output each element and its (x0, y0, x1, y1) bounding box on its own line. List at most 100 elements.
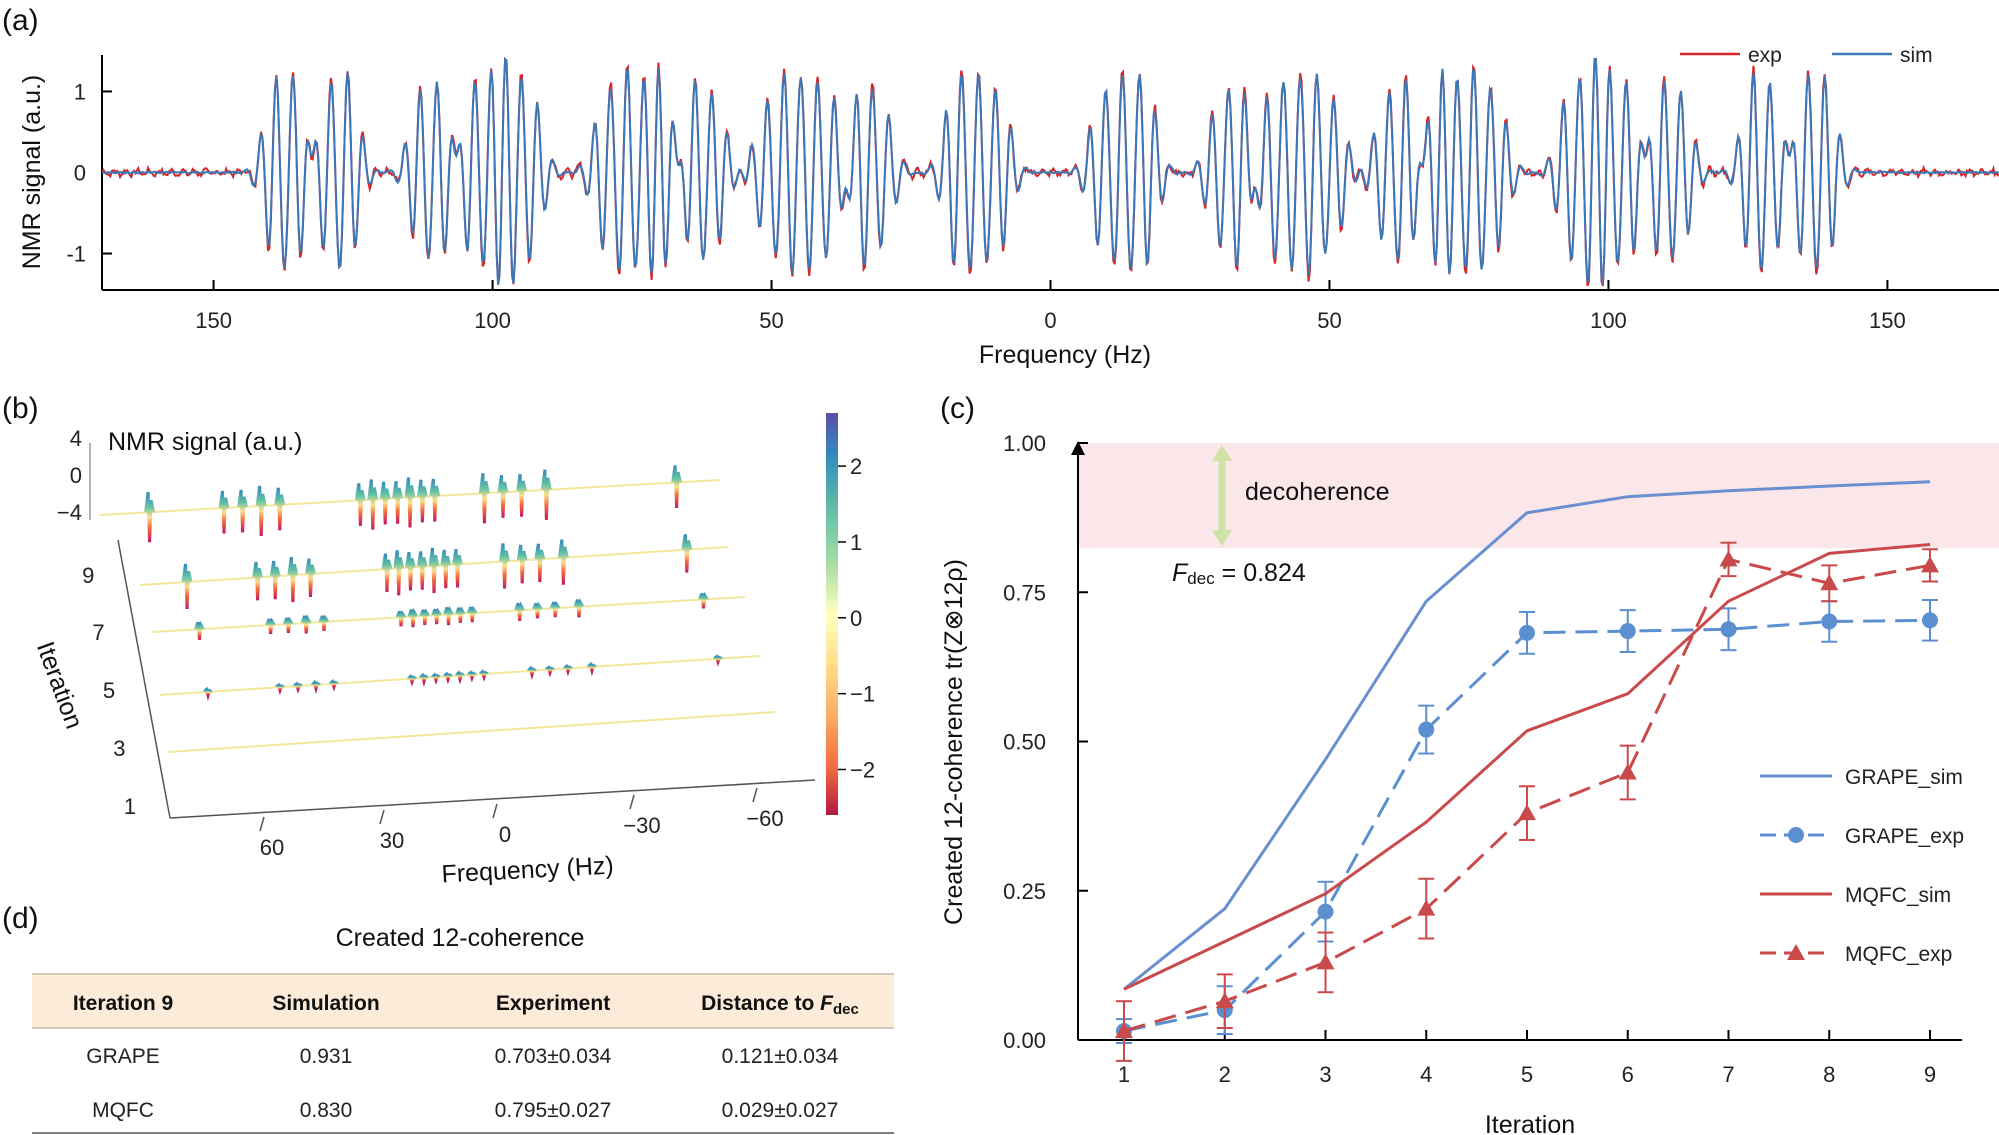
waterfall-peak (454, 670, 465, 685)
series-line (1123, 480, 1931, 991)
x-tick-label: 100 (474, 308, 511, 333)
panel-c-y-arrowhead (1071, 441, 1085, 455)
legend-label: MQFC_exp (1845, 943, 1952, 966)
y-tick-label: -1 (66, 242, 86, 267)
waterfall-peak (440, 549, 452, 589)
waterfall-peak (479, 669, 489, 682)
panel-c-legend: GRAPE_sim GRAPE_exp MQFC_sim MQFC_exp (1760, 766, 1964, 966)
waterfall-peak (540, 469, 552, 520)
waterfall-peak (194, 620, 205, 640)
frequency-tick-label: 0 (499, 822, 511, 847)
x-tick-label: 8 (1823, 1062, 1835, 1087)
panel-a-traces (101, 56, 1999, 287)
decoherence-label: decoherence (1245, 478, 1390, 506)
data-point (1820, 574, 1839, 591)
data-point (1618, 763, 1637, 780)
threshold-label: Fdec = 0.824 (1172, 559, 1306, 588)
panel-b-traces (99, 465, 776, 753)
frequency-tick (629, 794, 635, 810)
x-tick-label: 2 (1219, 1062, 1231, 1087)
x-tick-label: 5 (1521, 1062, 1533, 1087)
iteration-tick-label: 5 (103, 678, 115, 703)
panel-c-x-ticks: 1 2 3 4 5 6 7 8 9 (1118, 1030, 1936, 1087)
frequency-tick-label: 60 (260, 835, 284, 860)
data-point (1317, 903, 1334, 920)
waterfall-peak (586, 661, 597, 677)
frequency-tick (379, 809, 385, 825)
waterfall-peak (379, 481, 391, 525)
waterfall-peak (516, 544, 528, 584)
panel-c-y-ticks: 0.00 0.25 0.50 0.75 1.00 (1003, 431, 1088, 1053)
waterfall-peak (478, 473, 490, 524)
waterfall-peak (549, 600, 561, 618)
panel-a-y-label: NMR signal (a.u.) (18, 75, 46, 270)
waterfall-peak (395, 609, 407, 627)
waterfall-peak (698, 591, 709, 609)
frequency-tick-label: −60 (746, 806, 783, 831)
y-tick-label: 1.00 (1003, 431, 1046, 456)
waterfall-peak (181, 563, 193, 610)
iteration-tick-label: 3 (113, 736, 125, 761)
panel-a: (a) 1 0 -1 150 100 50 0 50 100 150 Frequency (Hz… (2, 4, 1999, 369)
waterfall-peak (454, 606, 466, 623)
panel-c-series (1115, 480, 1939, 1062)
panel-c-label: (c) (940, 392, 975, 425)
table-header-experiment: Experiment (496, 992, 610, 1015)
waterfall-peak (443, 671, 453, 685)
x-tick-label: 9 (1924, 1062, 1936, 1087)
panel-b-z-label: NMR signal (a.u.) (108, 428, 303, 456)
panel-d: (d) Created 12-coherence Iteration 9 Sim… (2, 902, 894, 1134)
panel-a-x-label: Frequency (Hz) (979, 341, 1151, 369)
table-cell: 0.830 (300, 1099, 353, 1122)
x-tick-label: 6 (1622, 1062, 1634, 1087)
threshold-label-sub: dec (1187, 569, 1215, 588)
waterfall-peak (407, 673, 417, 687)
table-cell: GRAPE (86, 1045, 160, 1068)
waterfall-peak (404, 477, 416, 528)
table-header-distance-text: Distance to (701, 992, 820, 1015)
panel-b-label: (b) (2, 392, 39, 425)
z-tick-label: 4 (70, 426, 82, 451)
waterfall-peak (466, 605, 478, 623)
data-point (1418, 721, 1435, 738)
y-tick-label: 0.75 (1003, 580, 1046, 605)
waterfall-peak (367, 479, 379, 530)
waterfall-peak (419, 608, 431, 626)
table-header-distance-f: F (820, 992, 834, 1015)
waterfall-peak (381, 553, 393, 593)
colorbar-tick-label: 0 (850, 606, 862, 631)
waterfall-peak (497, 475, 509, 518)
waterfall-peak (275, 682, 285, 696)
data-point (1519, 624, 1535, 641)
waterfall-peak (429, 478, 441, 522)
table-header-row (32, 974, 894, 1028)
y-tick-label: 0 (74, 161, 86, 186)
waterfall-peak (354, 483, 366, 526)
data-point (1619, 623, 1636, 640)
waterfall-peak (305, 558, 316, 597)
frequency-tick (752, 787, 758, 803)
table-header-simulation: Simulation (272, 992, 379, 1015)
panel-a-label: (a) (2, 4, 39, 37)
panel-b-colorbar-ticks: 2 1 0 −1 −2 (838, 454, 875, 782)
iteration-tick-label: 1 (124, 794, 136, 819)
waterfall-peak (265, 617, 276, 635)
waterfall-peak (499, 543, 511, 589)
x-tick-label: 4 (1420, 1062, 1432, 1087)
iteration-tick-label: 9 (82, 563, 94, 588)
data-point (1115, 1022, 1133, 1039)
panel-b-frequency-axis (169, 779, 816, 819)
data-point (1518, 804, 1536, 821)
waterfall-peak (557, 539, 569, 585)
x-tick-label: 50 (1317, 308, 1341, 333)
data-point (1821, 613, 1838, 630)
data-point (1720, 621, 1737, 638)
waterfall-peak (526, 665, 537, 681)
table-cell: 0.029±0.027 (722, 1099, 839, 1122)
series-GRAPE_sim (1123, 480, 1931, 991)
colorbar-tick-label: −1 (850, 682, 875, 707)
x-tick-label: 7 (1722, 1062, 1734, 1087)
waterfall-peak (431, 672, 441, 686)
threshold-label-value: = 0.824 (1215, 559, 1306, 587)
x-tick-label: 150 (195, 308, 232, 333)
